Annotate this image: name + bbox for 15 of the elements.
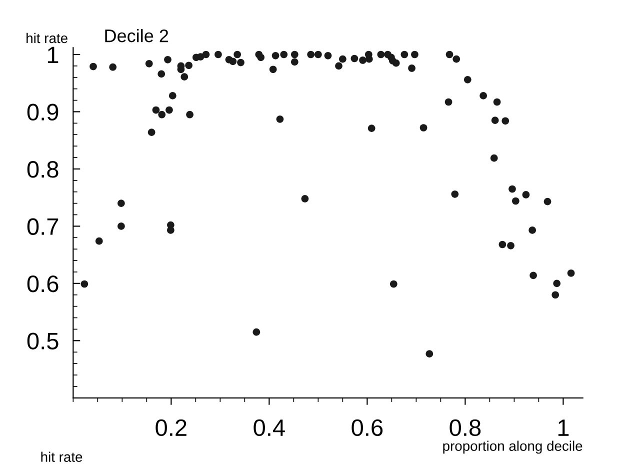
chart-title: Decile 2 [105, 28, 168, 42]
y-tick-label: 0.7 [27, 218, 58, 235]
x-tick-label: 1 [558, 420, 569, 436]
y-axis-title: hit rate [26, 32, 68, 44]
text: hit rate [41, 452, 82, 462]
y-tick-label: 0.9 [27, 104, 58, 121]
y-tick-label: 0.8 [27, 161, 58, 178]
x-axis-title: proportion along decile [443, 440, 582, 454]
x-tick-label: 0.6 [352, 419, 383, 436]
y-tick-label: 0.5 [27, 332, 58, 350]
x-tick-label: 0.4 [254, 419, 285, 436]
y-tick-label: 0.6 [27, 275, 58, 292]
x-tick-label: 0.8 [450, 419, 481, 436]
y-tick-label: 1 [48, 46, 58, 64]
x-tick-label: 0.2 [156, 419, 186, 436]
